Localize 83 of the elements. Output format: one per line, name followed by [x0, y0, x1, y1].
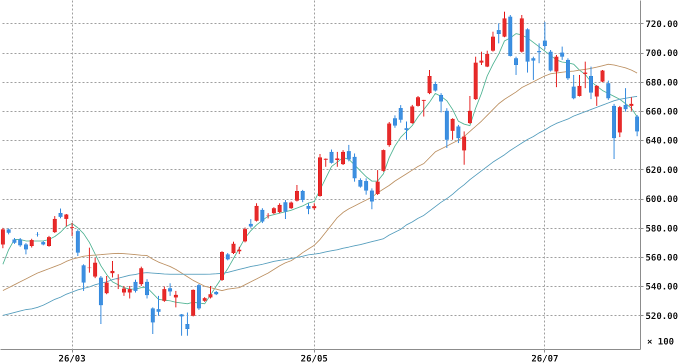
x-tick-label: 26/07 — [531, 354, 558, 363]
candlestick — [594, 84, 599, 106]
y-tick-label: 520.00 — [646, 312, 678, 322]
candlestick — [514, 56, 518, 76]
candlestick — [428, 69, 432, 95]
candlestick — [462, 130, 466, 166]
candlestick — [542, 21, 547, 50]
candlestick — [439, 92, 444, 113]
candlestick — [560, 46, 564, 60]
candlestick — [162, 286, 166, 302]
candlestick — [24, 242, 28, 255]
candlestick — [433, 81, 438, 92]
y-tick-label: 680.00 — [646, 78, 678, 88]
candlestick — [572, 74, 576, 100]
candlestick — [64, 213, 68, 227]
candlestick — [624, 88, 628, 112]
candlestick — [208, 285, 212, 299]
y-tick-label: 560.00 — [646, 254, 678, 264]
candlestick — [548, 49, 553, 72]
y-tick-label: 700.00 — [646, 49, 678, 60]
candlestick — [468, 95, 472, 124]
candlestick — [404, 120, 408, 140]
y-tick-label: 620.00 — [646, 166, 678, 176]
candlestick — [330, 149, 334, 164]
candlestick — [133, 279, 138, 293]
candlestick — [496, 22, 501, 44]
candlestick — [243, 227, 248, 243]
candlestick — [294, 184, 299, 202]
candlestick — [196, 284, 201, 310]
candlestick — [456, 124, 460, 144]
candlestick — [381, 149, 386, 172]
candlestick — [566, 58, 570, 80]
candlestick — [0, 227, 5, 249]
y-tick-label: 660.00 — [646, 107, 678, 118]
candlestick — [139, 266, 144, 286]
candlestick — [502, 11, 507, 38]
candlestick — [52, 216, 57, 234]
candlestick — [283, 200, 288, 220]
candlestick — [254, 202, 259, 222]
candlestick — [76, 228, 80, 256]
candlestick — [635, 114, 640, 137]
y-tick-label: 720.00 — [646, 20, 678, 30]
candlestick — [387, 121, 392, 148]
line-series — [2, 64, 638, 292]
candlestick — [306, 202, 310, 215]
x-tick-label: 26/05 — [300, 354, 328, 363]
y-tick-label: 580.00 — [646, 224, 678, 234]
candlestick — [266, 212, 270, 219]
y-tick-label: 640.00 — [646, 136, 678, 147]
candlestick — [410, 104, 414, 124]
candlestick — [606, 80, 610, 100]
candlestick — [174, 290, 178, 308]
candlestick — [537, 42, 542, 64]
candlestick — [260, 208, 264, 224]
candlestick — [376, 170, 380, 196]
candlestick — [232, 241, 236, 255]
candlestick — [70, 222, 74, 237]
candlestick — [47, 235, 52, 248]
candlestick — [422, 99, 426, 118]
y-axis-title: × 100 — [646, 338, 674, 348]
line-series — [2, 33, 638, 304]
y-tick-label: 540.00 — [646, 282, 678, 293]
candlestick — [490, 31, 495, 52]
candlestick — [588, 66, 593, 100]
candlestick — [577, 74, 582, 98]
candlestick — [104, 275, 109, 295]
candlestick — [554, 54, 558, 88]
candlestick — [58, 208, 63, 219]
candlestick — [168, 282, 172, 296]
candlestick — [450, 118, 455, 140]
candlestick — [629, 96, 634, 112]
candlestick — [416, 95, 420, 108]
candlestick — [82, 264, 86, 292]
candlestick — [300, 189, 305, 203]
candlestick — [583, 61, 588, 89]
candlestick — [600, 69, 605, 83]
candlestick — [370, 188, 374, 210]
y-tick-label: 600.00 — [646, 195, 678, 206]
x-tick-label: 26/03 — [58, 354, 86, 363]
candlestick — [180, 314, 184, 336]
candlestick — [185, 312, 190, 336]
line-series — [2, 96, 638, 316]
candlestick — [145, 278, 150, 299]
